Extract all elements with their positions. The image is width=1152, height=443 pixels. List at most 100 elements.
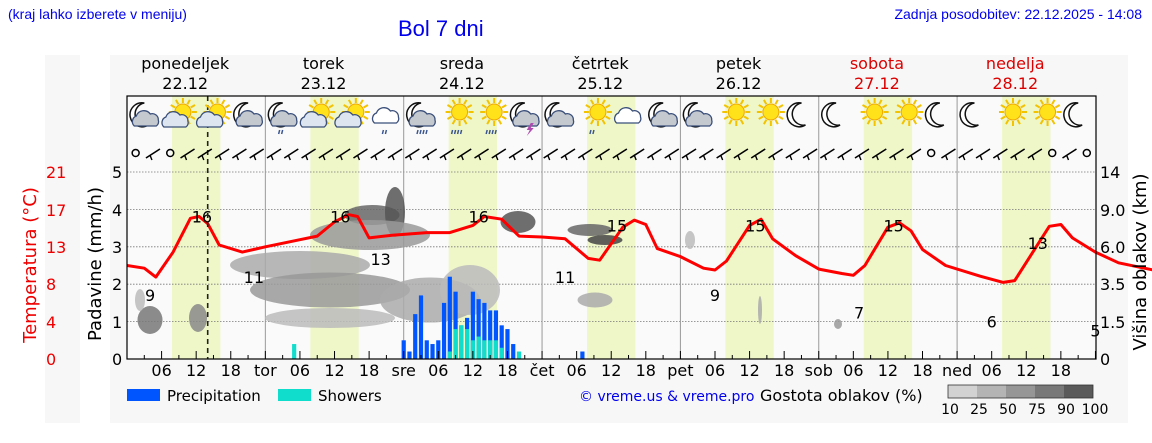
hour-tick-label: 18 (1051, 361, 1071, 380)
density-tick: 50 (999, 402, 1017, 418)
wind-barb-icon (647, 148, 662, 161)
temp-label: 15 (745, 216, 765, 235)
moon-icon (959, 102, 979, 128)
wind-barb-icon (716, 148, 732, 161)
density-swatch (948, 385, 977, 398)
wind-barb-icon (249, 148, 265, 161)
rain-tick: 3 (112, 238, 122, 257)
hour-tick-label: 12 (601, 361, 621, 380)
wind-barb-icon (681, 148, 697, 161)
sun-cloud-icon (195, 98, 232, 128)
shower-bar (476, 336, 481, 359)
shower-bar (488, 340, 493, 359)
shower-bar (447, 351, 452, 359)
wind-barb-icon (560, 148, 576, 161)
temp-tick: 4 (46, 313, 56, 332)
precip-bar (488, 310, 493, 359)
temp-tick: 0 (46, 350, 56, 369)
precip-legend-label: Precipitation (167, 387, 261, 405)
temp-tick: 17 (46, 201, 66, 220)
precip-bar (401, 340, 406, 359)
wind-barb-icon (422, 148, 438, 161)
location-hint[interactable]: (kraj lahko izberete v meniju) (8, 6, 187, 22)
shower-bar (459, 325, 464, 359)
hour-tick-label: 06 (290, 361, 310, 380)
wind-barb-icon (612, 148, 628, 161)
wind-barb-icon (1010, 148, 1026, 161)
sunny-icon (756, 98, 785, 126)
temp-label: 11 (555, 268, 575, 287)
cloud-height-tick: 3.5 (1100, 275, 1125, 294)
cloud-density-label: Gostota oblakov (%) (760, 386, 923, 405)
cloudy-icon (614, 107, 642, 124)
hour-tick-label: 12 (324, 361, 344, 380)
last-update: Zadnja posodobitev: 22.12.2025 - 14:08 (894, 6, 1142, 22)
precip-bar (505, 329, 510, 359)
density-tick: 25 (970, 402, 988, 418)
night-partly-cloudy-icon (682, 102, 713, 128)
day-name: petek (716, 54, 762, 73)
wind-barb-icon (231, 148, 247, 161)
legend: Precipitation Showers © vreme.us & vreme.p… (127, 384, 1108, 418)
wind-barb-icon (283, 148, 299, 161)
wind-barb-icon (1062, 148, 1077, 161)
temp-label: 16 (330, 208, 350, 227)
hour-tick-label: 06 (705, 361, 725, 380)
shower-legend-swatch (278, 389, 311, 401)
shower-bar (453, 329, 458, 359)
temp-axis-label: Temperatura (°C) (20, 187, 41, 344)
hour-tick-label: 06 (982, 361, 1002, 380)
copyright-link[interactable]: © vreme.us & vreme.pro (579, 389, 754, 405)
precip-bar (441, 302, 447, 359)
wind-barb-icon (871, 148, 887, 161)
precip-bar (436, 340, 441, 359)
hour-tick-label: 18 (774, 361, 794, 380)
wind-barb-icon (664, 148, 680, 161)
temp-label: 13 (370, 250, 390, 269)
rain-tick: 4 (112, 201, 122, 220)
sunny-icon (1033, 98, 1062, 126)
wind-barb-icon (958, 148, 974, 161)
shower-bar (516, 351, 522, 359)
day-abbr-label: tor (254, 361, 277, 380)
hour-tick-label: 06 (151, 361, 171, 380)
precip-legend-swatch (127, 389, 160, 401)
cloud-height-tick: 9.0 (1100, 201, 1125, 220)
wind-barb-icon (733, 148, 749, 161)
moon-icon (786, 102, 806, 128)
sun-rain-icon (480, 98, 509, 135)
wind-barb-icon (1082, 148, 1092, 158)
temp-label: 9 (145, 286, 155, 305)
y-axes: 21 5 14 17 4 9.0 13 3 6.0 8 2 3.5 4 1 1.5 0 0 0 Temperatur… (20, 163, 1151, 369)
density-swatch (1064, 385, 1093, 398)
rain-tick: 2 (112, 275, 122, 294)
wind-barb-icon (197, 148, 213, 161)
precip-bar (453, 291, 458, 359)
night-partly-cloudy-icon (129, 102, 160, 128)
wind-barb-icon (802, 148, 818, 161)
rain-tick: 1 (112, 313, 122, 332)
wind-barb-icon (404, 148, 420, 161)
precip-bar (499, 325, 504, 359)
precip-bar (580, 351, 585, 359)
wind-barb-icon (180, 148, 195, 161)
precipitation-bars (292, 276, 585, 359)
precip-bar (413, 314, 418, 359)
night-thunder-icon (509, 102, 540, 136)
hour-tick-label: 18 (359, 361, 379, 380)
sunny-icon (860, 98, 889, 126)
day-name: torek (303, 54, 345, 73)
density-tick: 75 (1028, 402, 1046, 418)
precip-bar (407, 351, 412, 359)
temp-tick: 8 (46, 275, 56, 294)
sun-rain-icon (445, 98, 474, 135)
hour-tick-label: 12 (878, 361, 898, 380)
rain-tick: 5 (112, 163, 122, 182)
day-abbr-label: sob (805, 361, 833, 380)
moon-icon (924, 102, 945, 128)
temperature-line (126, 213, 1152, 284)
wind-barb-icon (387, 148, 403, 161)
temp-tick: 13 (46, 238, 66, 257)
